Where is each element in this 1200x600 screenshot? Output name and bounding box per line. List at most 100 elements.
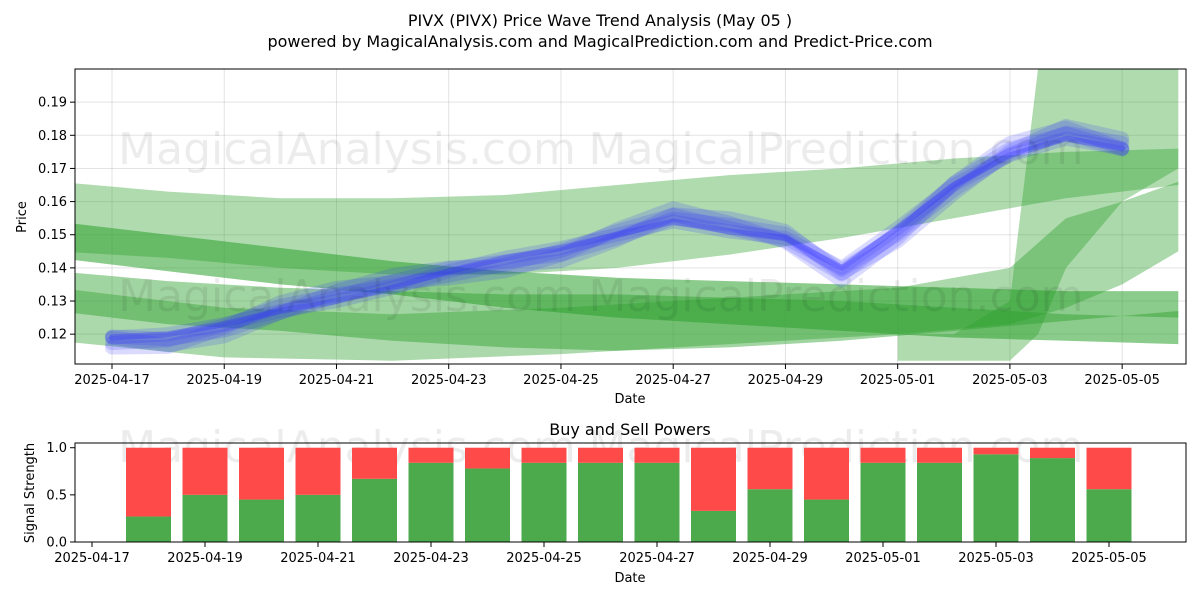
price-y-tick-label: 0.16 xyxy=(38,195,67,210)
trend-band-5 xyxy=(897,69,1179,361)
price-x-axis-label: Date xyxy=(614,392,645,407)
signal-panel: Buy and Sell Powers MagicalAnalysis.com M… xyxy=(23,420,1187,586)
sell-bar xyxy=(804,447,849,500)
signal-x-tick-label: 2025-05-05 xyxy=(1071,551,1147,566)
price-line xyxy=(109,135,1126,341)
sell-bar xyxy=(747,447,793,490)
price-wave-5 xyxy=(105,120,1130,355)
chart-subtitle: powered by MagicalAnalysis.com and Magic… xyxy=(267,32,932,51)
price-x-tick-label: 2025-04-23 xyxy=(411,373,487,388)
sell-bar xyxy=(917,447,962,463)
buy-bar xyxy=(239,499,284,542)
signal-plot-frame xyxy=(74,442,1187,543)
price-x-tick-label: 2025-04-29 xyxy=(748,373,824,388)
sell-bar xyxy=(1030,447,1075,459)
price-x-tick-label: 2025-04-25 xyxy=(523,373,599,388)
sell-bar xyxy=(408,447,454,463)
sell-bar xyxy=(860,447,906,463)
sell-bar xyxy=(1086,447,1132,490)
price-x-tick-label: 2025-05-01 xyxy=(860,373,936,388)
price-wave-1 xyxy=(105,118,1130,353)
signal-x-tick-label: 2025-05-03 xyxy=(958,551,1034,566)
price-x-tick-label: 2025-04-19 xyxy=(186,373,262,388)
price-x-tick-label: 2025-04-27 xyxy=(635,373,711,388)
buy-bar xyxy=(860,462,906,542)
buy-bar xyxy=(465,468,510,542)
price-y-tick-label: 0.15 xyxy=(38,228,67,243)
price-x-tick-label: 2025-05-03 xyxy=(972,373,1048,388)
buy-bar xyxy=(1086,489,1132,542)
sell-bar xyxy=(239,447,284,500)
buy-bar xyxy=(126,516,171,542)
signal-bars xyxy=(126,447,1132,542)
signal-x-tick-label: 2025-04-29 xyxy=(732,551,808,566)
buy-bar xyxy=(634,462,680,542)
price-plot-frame xyxy=(74,68,1187,365)
sell-bar xyxy=(295,447,341,495)
signal-x-tick-label: 2025-04-21 xyxy=(280,551,356,566)
buy-bar xyxy=(973,454,1019,542)
buy-bar xyxy=(182,494,228,542)
price-y-tick-label: 0.18 xyxy=(38,129,67,144)
price-y-axis-label: Price xyxy=(15,201,30,233)
sell-bar xyxy=(691,447,736,511)
buy-bar xyxy=(747,489,793,542)
signal-x-axis-label: Date xyxy=(614,571,645,586)
chart-title: PIVX (PIVX) Price Wave Trend Analysis (M… xyxy=(408,11,792,30)
sell-bar xyxy=(126,447,171,517)
signal-y-tick-label: 0.0 xyxy=(46,536,67,551)
signal-x-tick-label: 2025-05-01 xyxy=(845,551,921,566)
watermark-text: MagicalPrediction.com xyxy=(589,124,1084,175)
trend-band-2 xyxy=(75,223,1179,345)
trend-band-3 xyxy=(75,272,1179,351)
signal-x-tick-label: 2025-04-25 xyxy=(506,551,582,566)
watermark-text: MagicalPrediction.com xyxy=(589,271,1084,322)
price-x-tick-label: 2025-04-17 xyxy=(74,373,150,388)
watermark-text: MagicalAnalysis.com xyxy=(118,124,576,175)
sell-bar xyxy=(634,447,680,463)
sell-bar xyxy=(521,447,567,463)
trend-band-4 xyxy=(75,181,1179,361)
signal-x-tick-label: 2025-04-23 xyxy=(393,551,469,566)
signal-x-ticks: 2025-04-17 2025-04-19 2025-04-21 2025-04-23… xyxy=(54,542,1147,566)
signal-chart-title: Buy and Sell Powers xyxy=(549,420,711,439)
price-wave-3 xyxy=(105,131,1130,345)
sell-bar xyxy=(578,447,623,463)
price-x-ticks: 2025-04-17 2025-04-19 2025-04-21 2025-04-23… xyxy=(74,364,1160,388)
price-x-tick-label: 2025-04-21 xyxy=(299,373,375,388)
buy-bar xyxy=(1030,458,1075,542)
sell-bar xyxy=(352,447,397,479)
trend-bands xyxy=(75,69,1179,361)
price-y-tick-label: 0.17 xyxy=(38,162,67,177)
price-wave-2 xyxy=(105,126,1130,351)
price-x-tick-label: 2025-05-05 xyxy=(1084,373,1160,388)
sell-bar xyxy=(465,447,510,469)
signal-x-tick-label: 2025-04-19 xyxy=(167,551,243,566)
price-y-tick-label: 0.14 xyxy=(38,261,67,276)
buy-bar xyxy=(804,499,849,542)
buy-bar xyxy=(352,478,397,542)
buy-bar xyxy=(521,462,567,542)
price-y-ticks: 0.12 0.13 0.14 0.15 0.16 0.17 0.18 0.19 xyxy=(38,96,75,343)
price-y-tick-label: 0.19 xyxy=(38,96,67,111)
price-panel: MagicalAnalysis.com MagicalPrediction.com… xyxy=(15,68,1187,407)
sell-bar xyxy=(973,447,1019,455)
buy-bar xyxy=(917,462,962,542)
price-watermarks: MagicalAnalysis.com MagicalPrediction.com… xyxy=(118,124,1083,322)
signal-y-axis-label: Signal Strength xyxy=(23,443,38,543)
signal-y-ticks: 0.0 0.5 1.0 xyxy=(46,441,75,551)
price-y-tick-label: 0.13 xyxy=(38,295,67,310)
price-wave-4 xyxy=(105,125,1130,347)
watermark-text: MagicalAnalysis.com xyxy=(118,271,576,322)
buy-bar xyxy=(691,510,736,542)
sell-bar xyxy=(182,447,228,495)
signal-x-tick-label: 2025-04-27 xyxy=(619,551,695,566)
buy-bar xyxy=(408,462,454,542)
signal-y-tick-label: 1.0 xyxy=(46,441,67,456)
trend-band-1 xyxy=(75,148,1179,275)
price-y-tick-label: 0.12 xyxy=(38,328,67,343)
buy-bar xyxy=(578,462,623,542)
buy-bar xyxy=(295,494,341,542)
price-waves xyxy=(105,118,1130,355)
